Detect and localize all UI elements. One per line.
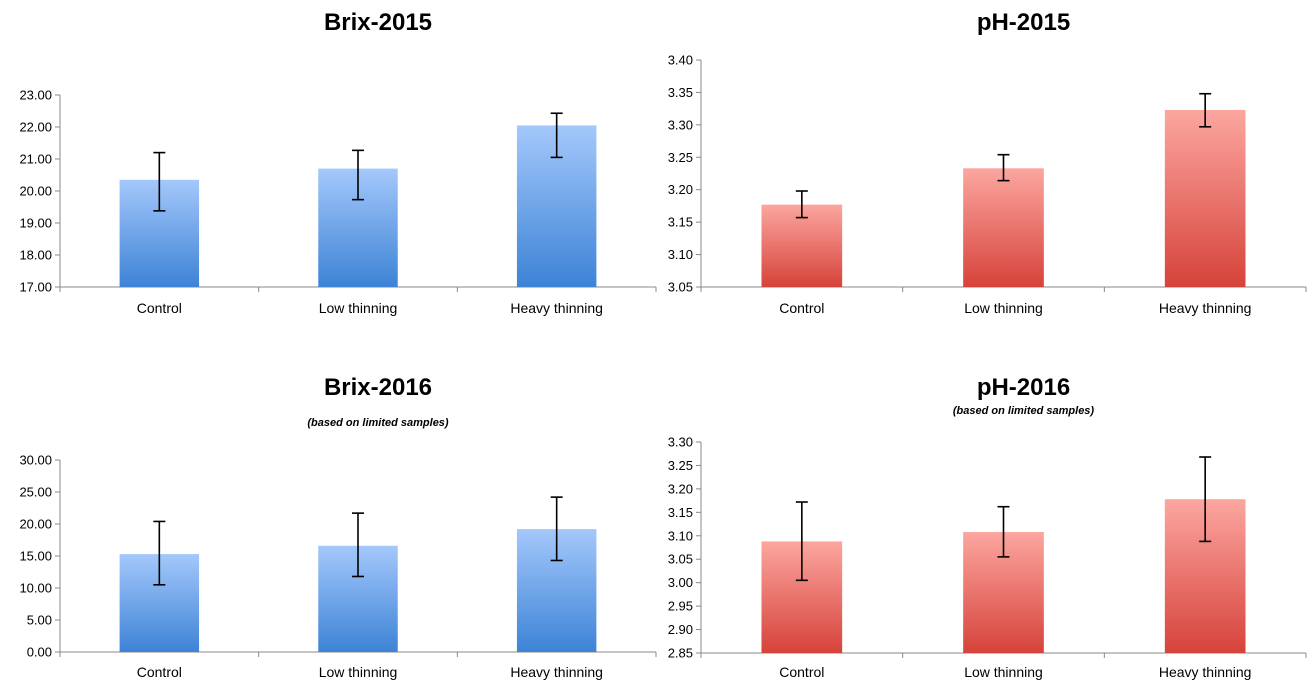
- y-tick-label: 3.15: [668, 505, 693, 520]
- x-category-label: Low thinning: [964, 300, 1043, 316]
- bar: [1164, 109, 1246, 287]
- y-tick-label: 3.05: [668, 280, 693, 295]
- x-category-label: Low thinning: [964, 664, 1043, 680]
- error-bar: [997, 505, 1010, 558]
- chart-subtitle: (based on limited samples): [307, 417, 449, 429]
- error-bar: [550, 112, 563, 159]
- chart-svg: pH-2015 3.05 3.10 3.15 3.20 3.25 3.30 3.35 3.40 C…: [668, 9, 1307, 316]
- chart-brix-2016: Brix-2016 (based on limited samples) 0.00 5…: [0, 340, 657, 681]
- y-tick-label: 2.85: [668, 646, 693, 661]
- error-bar: [352, 512, 364, 578]
- chart-svg: Brix-2016 (based on limited samples) 0.00 5…: [19, 374, 657, 680]
- x-category-label: Heavy thinning: [1159, 664, 1252, 680]
- chart-brix-2015: Brix-2015 17.00 18.00 19.00 20.00 21.00 22.00 2…: [0, 0, 657, 340]
- y-tick-label: 3.15: [668, 215, 693, 230]
- bar: [963, 168, 1044, 287]
- error-bar: [1199, 92, 1212, 128]
- y-tick-label: 19.00: [19, 216, 52, 231]
- y-tick-label: 25.00: [19, 485, 52, 500]
- y-tick-label: 10.00: [19, 581, 52, 596]
- y-tick-label: 2.90: [668, 622, 693, 637]
- error-bar: [153, 520, 166, 586]
- error-bar: [1199, 456, 1212, 543]
- y-tick-label: 3.00: [668, 575, 693, 590]
- chart-svg: Brix-2015 17.00 18.00 19.00 20.00 21.00 22.00 2…: [19, 9, 657, 316]
- chart-title: pH-2016: [977, 374, 1070, 401]
- error-bar: [795, 190, 808, 219]
- error-bar: [795, 501, 808, 582]
- y-tick-label: 5.00: [27, 613, 52, 628]
- y-tick-label: 20.00: [19, 184, 52, 199]
- error-bar: [352, 149, 364, 201]
- y-tick-label: 3.25: [668, 150, 693, 165]
- chart-title: Brix-2016: [324, 374, 432, 401]
- x-category-label: Heavy thinning: [510, 664, 603, 680]
- error-bar: [997, 153, 1010, 182]
- y-tick-label: 21.00: [19, 152, 52, 167]
- chart-title: pH-2015: [977, 9, 1070, 36]
- y-tick-label: 3.05: [668, 552, 693, 567]
- y-tick-label: 3.35: [668, 85, 693, 100]
- y-tick-label: 2.95: [668, 599, 693, 614]
- x-category-label: Control: [779, 300, 824, 316]
- chart-title: Brix-2015: [324, 9, 432, 36]
- chart-ph-2016: pH-2016 (based on limited samples) 2.85 2.9…: [656, 340, 1312, 681]
- chart-svg: pH-2016 (based on limited samples) 2.85 2.9…: [668, 374, 1307, 680]
- y-tick-label: 3.20: [668, 481, 693, 496]
- x-category-label: Control: [137, 664, 182, 680]
- chart-subtitle: (based on limited samples): [953, 405, 1095, 417]
- y-tick-label: 3.40: [668, 53, 693, 68]
- y-tick-label: 3.10: [668, 528, 693, 543]
- x-category-label: Control: [137, 300, 182, 316]
- y-tick-label: 18.00: [19, 248, 52, 263]
- y-tick-label: 3.25: [668, 458, 693, 473]
- y-tick-label: 15.00: [19, 549, 52, 564]
- x-category-label: Heavy thinning: [1159, 300, 1252, 316]
- chart-ph-2015: pH-2015 3.05 3.10 3.15 3.20 3.25 3.30 3.35 3.40 C…: [656, 0, 1312, 340]
- x-category-label: Control: [779, 664, 824, 680]
- y-tick-label: 0.00: [27, 645, 52, 660]
- x-category-label: Low thinning: [319, 300, 398, 316]
- y-tick-label: 3.30: [668, 435, 693, 450]
- y-tick-label: 17.00: [19, 280, 52, 295]
- y-tick-label: 30.00: [19, 453, 52, 468]
- y-tick-label: 3.10: [668, 247, 693, 262]
- y-tick-label: 22.00: [19, 120, 52, 135]
- x-category-label: Low thinning: [319, 664, 398, 680]
- y-tick-label: 20.00: [19, 517, 52, 532]
- error-bar: [153, 151, 166, 212]
- error-bar: [550, 496, 563, 562]
- x-category-label: Heavy thinning: [510, 300, 603, 316]
- y-tick-label: 3.20: [668, 182, 693, 197]
- y-tick-label: 3.30: [668, 117, 693, 132]
- y-tick-label: 23.00: [19, 88, 52, 103]
